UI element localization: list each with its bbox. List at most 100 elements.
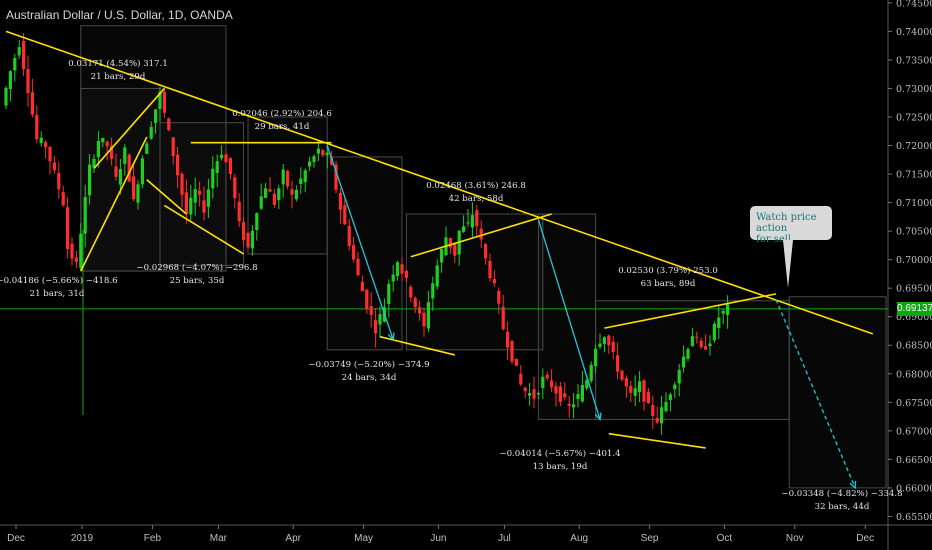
- candle-body: [246, 232, 250, 248]
- measure-label-value: 0.03171 (4.54%) 317.1: [68, 58, 168, 69]
- candle-body: [501, 306, 505, 330]
- candle-body: [532, 389, 536, 399]
- candle-body: [682, 356, 686, 368]
- candle-body: [184, 192, 188, 215]
- candle-body: [576, 394, 580, 399]
- x-tick-label: Jul: [498, 533, 511, 544]
- candle-body: [57, 172, 61, 190]
- candle-body: [101, 137, 105, 143]
- candle-body: [264, 188, 268, 198]
- candle-body: [13, 57, 17, 71]
- y-tick-label: 0.71000: [896, 198, 932, 209]
- candle-body: [88, 164, 92, 196]
- candle-body: [699, 340, 703, 348]
- candle-body: [123, 147, 127, 164]
- candle-body: [558, 386, 562, 402]
- candle-body: [567, 403, 571, 406]
- candle-body: [409, 286, 413, 298]
- pattern-trendline: [163, 204, 245, 255]
- measure-label-value: −0.04014 (−5.67%) −401.4: [499, 448, 621, 459]
- candle-body: [61, 192, 65, 206]
- candle-body: [721, 310, 725, 314]
- candle-body: [391, 274, 395, 282]
- candle-body: [193, 189, 197, 203]
- candle-body: [158, 91, 162, 109]
- candle-body: [435, 265, 439, 287]
- candle-body: [541, 376, 545, 388]
- candle-body: [242, 222, 246, 241]
- candle-body: [83, 196, 87, 234]
- candle-body: [149, 126, 153, 139]
- candle-body: [35, 114, 39, 140]
- candle-body: [431, 283, 435, 299]
- measure-label-bars: 24 bars, 34d: [342, 373, 397, 383]
- candle-body: [312, 156, 316, 163]
- candle-body: [321, 150, 325, 156]
- measure-box: [405, 213, 544, 351]
- candle-body: [638, 381, 642, 392]
- candle-body: [369, 305, 373, 315]
- candle-body: [646, 391, 650, 404]
- candle-body: [79, 233, 83, 268]
- candle-body: [224, 154, 228, 163]
- candle-body: [74, 257, 78, 262]
- candle-body: [585, 380, 589, 389]
- candle-body: [514, 358, 518, 366]
- y-tick-label: 0.68000: [896, 369, 932, 380]
- x-tick-label: Sep: [641, 533, 659, 544]
- candle-body: [690, 336, 694, 347]
- main-downtrend-line: [5, 30, 874, 335]
- candle-body: [519, 373, 523, 385]
- candle-body: [475, 210, 479, 227]
- x-tick-label: Nov: [786, 533, 804, 544]
- candle-body: [237, 201, 241, 222]
- measure-label-bars: 21 bars, 29d: [91, 72, 146, 82]
- candle-body: [611, 341, 615, 352]
- candle-body: [352, 245, 356, 260]
- candle-body: [598, 343, 602, 347]
- measure-label-bars: 63 bars, 89d: [641, 279, 696, 289]
- candle-body: [528, 393, 532, 396]
- callout-box: Watch price action for sell: [750, 206, 832, 245]
- y-tick-label: 0.72500: [896, 112, 932, 123]
- candle-body: [704, 346, 708, 350]
- candle-body: [717, 317, 721, 329]
- measure-label-value: 0.02468 (3.61%) 246.8: [426, 180, 526, 191]
- measure-label-value: −0.03348 (−4.82%) −334.8: [781, 488, 902, 499]
- candle-body: [290, 189, 294, 195]
- candle-body: [572, 404, 576, 408]
- candle-body: [594, 348, 598, 366]
- candle-body: [26, 68, 30, 94]
- candle-body: [105, 141, 109, 147]
- candle-body: [330, 157, 334, 165]
- pattern-trendline: [379, 335, 455, 356]
- candle-body: [250, 230, 254, 249]
- callout-pointer: [783, 240, 793, 288]
- candle-body: [602, 337, 606, 344]
- candle-body: [620, 370, 624, 380]
- projection-line: [537, 219, 601, 420]
- candle-body: [110, 145, 114, 159]
- candle-body: [462, 226, 466, 232]
- candle-body: [259, 196, 263, 209]
- candle-body: [136, 184, 140, 203]
- candle-body: [695, 336, 699, 338]
- measure-box: [595, 300, 790, 420]
- candle-body: [96, 140, 100, 158]
- candle-body: [268, 189, 272, 192]
- x-tick-label: Apr: [285, 533, 301, 544]
- candle-body: [334, 164, 338, 190]
- y-tick-label: 0.70500: [896, 227, 932, 238]
- candle-body: [303, 170, 307, 183]
- candle-body: [167, 118, 171, 131]
- candle-body: [536, 393, 540, 395]
- measure-label-value: −0.03749 (−5.20%) −374.9: [308, 359, 429, 370]
- x-tick-label: Aug: [570, 533, 588, 544]
- pattern-trendline: [604, 293, 777, 329]
- candle-body: [343, 205, 347, 225]
- candle-body: [145, 143, 149, 154]
- candle-body: [510, 340, 514, 362]
- projection-arrowhead: [849, 480, 857, 490]
- y-tick-label: 0.66500: [896, 455, 932, 466]
